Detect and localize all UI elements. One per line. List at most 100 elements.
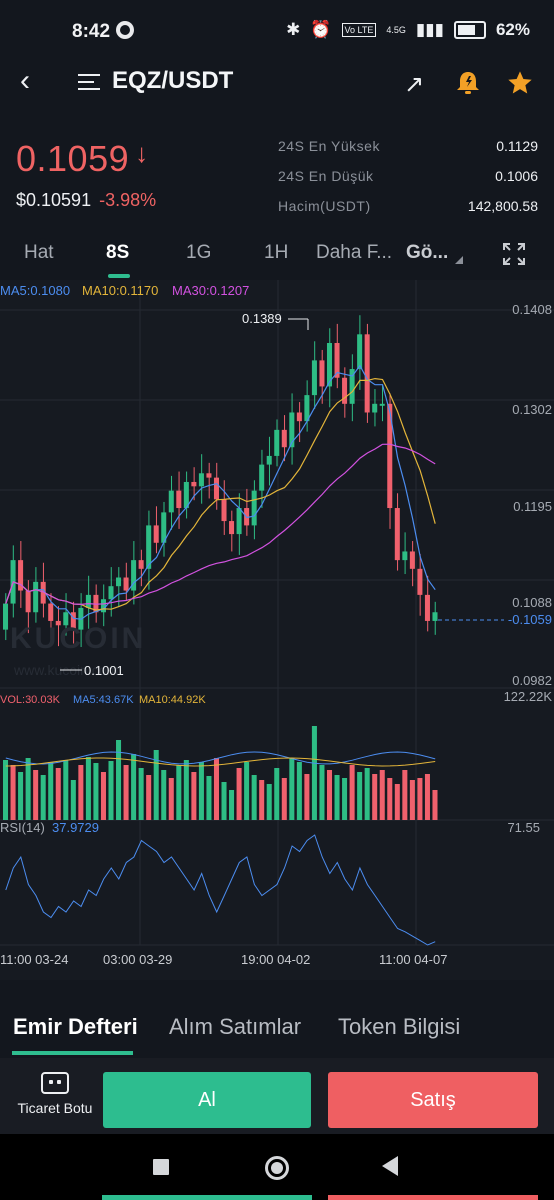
volume-bar	[183, 760, 189, 820]
candle-body	[161, 512, 167, 543]
tab-8h[interactable]: 8S	[106, 242, 130, 263]
candle-body	[387, 403, 393, 509]
kline-chart[interactable]: KUCOIN www.kucoin.com MA5:0.1080 MA10:0.…	[0, 280, 554, 980]
volume-bar	[138, 768, 144, 820]
volume-bar	[131, 754, 137, 820]
candle-body	[372, 403, 378, 413]
tab-1d[interactable]: 1G	[186, 242, 212, 263]
back-nav-icon[interactable]	[382, 1156, 398, 1176]
volume-bar	[349, 765, 355, 820]
volume-bar	[153, 750, 159, 820]
current-price-value: 0.1059	[512, 612, 552, 627]
volte-icon: Vo LTE	[341, 23, 377, 37]
volume-bar	[123, 765, 129, 820]
battery-icon	[453, 21, 486, 39]
home-icon[interactable]	[265, 1156, 289, 1180]
tab-order-book[interactable]: Emir Defteri	[13, 1014, 138, 1039]
volume-bar	[364, 768, 370, 820]
y-tick: 0.1408	[512, 302, 552, 317]
tab-1w[interactable]: 1H	[264, 242, 289, 263]
volume-bar	[387, 778, 393, 820]
high-label: 0.1389	[242, 311, 282, 326]
tab-indicators[interactable]: Gö...	[406, 242, 449, 263]
candle-body	[296, 412, 302, 422]
tab-line[interactable]: Hat	[24, 242, 54, 263]
active-bottom-tab-indicator	[12, 1051, 133, 1055]
candle-body	[266, 455, 272, 465]
candle-body	[289, 412, 295, 448]
volume-bar	[372, 774, 378, 820]
stat-value: 0.1006	[495, 168, 538, 184]
volume-bar	[424, 774, 430, 820]
candles-layer	[3, 315, 438, 647]
alert-icon[interactable]	[455, 70, 481, 96]
candle-body	[221, 499, 227, 522]
volume-bar	[379, 770, 385, 820]
stat-row-volume: Hacim(USDT) 142,800.58	[278, 196, 538, 226]
volume-bar	[417, 778, 423, 820]
volume-bar	[236, 768, 242, 820]
alarm-icon: ⏰	[310, 20, 332, 39]
candle-body	[33, 581, 39, 613]
volume-bar	[10, 765, 16, 820]
candle-body	[213, 477, 219, 500]
volume-bar	[3, 760, 9, 820]
trading-bot-label: Ticaret Botu	[17, 1100, 93, 1116]
buy-edge-strip	[102, 1195, 312, 1200]
menu-icon[interactable]	[78, 74, 100, 95]
candle-body	[183, 481, 189, 509]
candle-body	[198, 473, 204, 487]
volume-bar	[100, 772, 106, 820]
y-tick: 0.0982	[512, 673, 552, 688]
recents-icon[interactable]	[153, 1159, 169, 1175]
watermark-logo: KUCOIN	[10, 622, 146, 655]
volume-bar	[63, 760, 69, 820]
status-time: 8:42	[72, 21, 111, 42]
volume-bar	[221, 782, 227, 820]
candle-body	[176, 490, 182, 509]
volume-bar	[311, 726, 317, 820]
candle-body	[63, 612, 69, 626]
candle-body	[259, 464, 265, 491]
candle-body	[191, 481, 197, 487]
volume-bar	[168, 778, 174, 820]
tab-trades[interactable]: Alım Satımlar	[169, 1014, 302, 1039]
volume-bar	[70, 780, 76, 820]
trading-bot-button[interactable]: Ticaret Botu	[10, 1072, 100, 1116]
candle-body	[319, 360, 325, 387]
sell-button[interactable]: Satış	[328, 1072, 538, 1128]
candle-body	[236, 508, 242, 535]
google-icon	[116, 21, 134, 39]
candle-body	[131, 560, 137, 591]
candle-body	[357, 334, 363, 370]
volume-bar	[409, 780, 415, 820]
pair-title[interactable]: EQZ/USDT	[112, 67, 234, 94]
fullscreen-icon[interactable]	[502, 242, 526, 266]
price-change: -3.98%	[99, 190, 157, 210]
star-icon[interactable]	[506, 69, 534, 97]
candle-body	[123, 577, 129, 591]
back-icon[interactable]: ‹	[20, 64, 30, 97]
tab-more[interactable]: Daha F...	[316, 242, 393, 263]
candle-body	[274, 429, 280, 456]
ma30-label: MA30:0.1207	[172, 283, 249, 298]
stat-label: 24S En Düşük	[278, 168, 374, 184]
app-header: ‹ EQZ/USDT ↗	[0, 52, 554, 112]
sell-edge-strip	[328, 1195, 538, 1200]
volume-bar	[334, 775, 340, 820]
volume-bar	[266, 784, 272, 820]
chart-canvas[interactable]: KUCOIN www.kucoin.com MA5:0.1080 MA10:0.…	[0, 280, 554, 980]
volume-bar	[304, 774, 310, 820]
rsi-max-label: 71.55	[507, 820, 540, 835]
buy-button[interactable]: Al	[103, 1072, 311, 1128]
ma-line	[5, 364, 436, 620]
tab-token-info[interactable]: Token Bilgisi	[338, 1014, 461, 1039]
usd-price: $0.10591	[16, 190, 92, 210]
volume-bar	[251, 775, 257, 820]
ma-lines-layer	[5, 364, 436, 620]
volume-bar	[116, 740, 122, 820]
volume-bar	[206, 776, 212, 820]
stat-label: 24S En Yüksek	[278, 138, 380, 154]
share-icon[interactable]: ↗	[404, 71, 425, 98]
ma10-label: MA10:0.1170	[82, 283, 158, 298]
